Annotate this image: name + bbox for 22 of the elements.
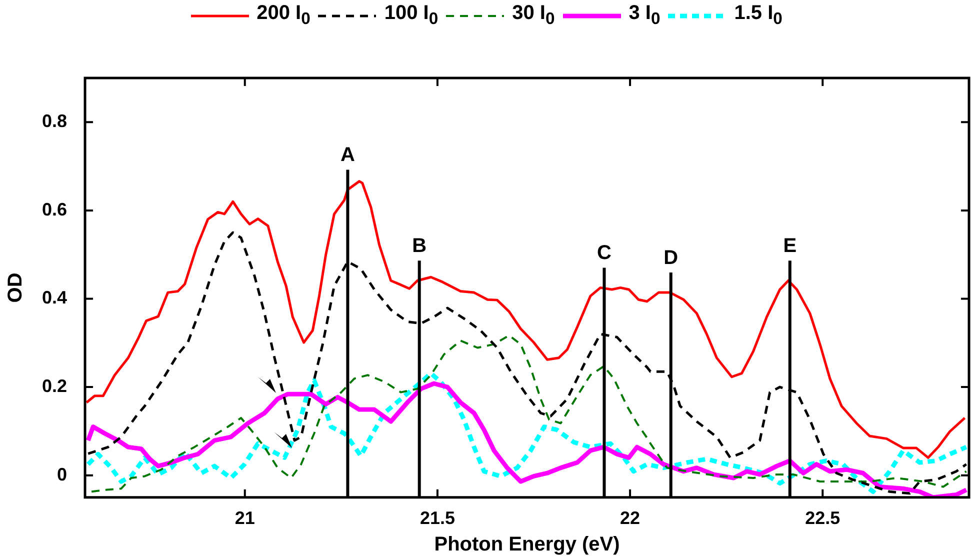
legend-label: 1.5 I$_{0}$ <box>734 2 782 29</box>
legend-label: 200 I$_{0}$ <box>256 2 310 29</box>
x-tick-label: 22.5 <box>805 508 840 528</box>
y-tick-label: 0.2 <box>42 376 68 396</box>
ref-line-label: E <box>783 235 797 258</box>
legend-label: 100 I$_{0}$ <box>384 2 438 29</box>
legend-label: 3 I$_{0}$ <box>628 2 660 29</box>
x-axis-title: Photon Energy (eV) <box>434 534 620 556</box>
x-tick-label: 21 <box>234 508 255 528</box>
x-tick-label: 21.5 <box>420 508 455 528</box>
x-tick-label: 22 <box>620 508 640 528</box>
y-axis-title: OD <box>4 272 27 303</box>
line-series <box>90 334 968 493</box>
ref-line-label: C <box>597 242 612 264</box>
ref-line-label: D <box>664 247 678 270</box>
legend-label: 30 I$_{0}$ <box>512 2 555 29</box>
ref-line-label: A <box>340 144 355 166</box>
y-tick-label: 0.6 <box>42 199 68 220</box>
y-tick-label: 0 <box>57 464 68 484</box>
ref-line-label: B <box>412 235 427 258</box>
y-tick-label: 0.8 <box>42 111 68 132</box>
y-tick-label: 0.4 <box>42 288 68 308</box>
